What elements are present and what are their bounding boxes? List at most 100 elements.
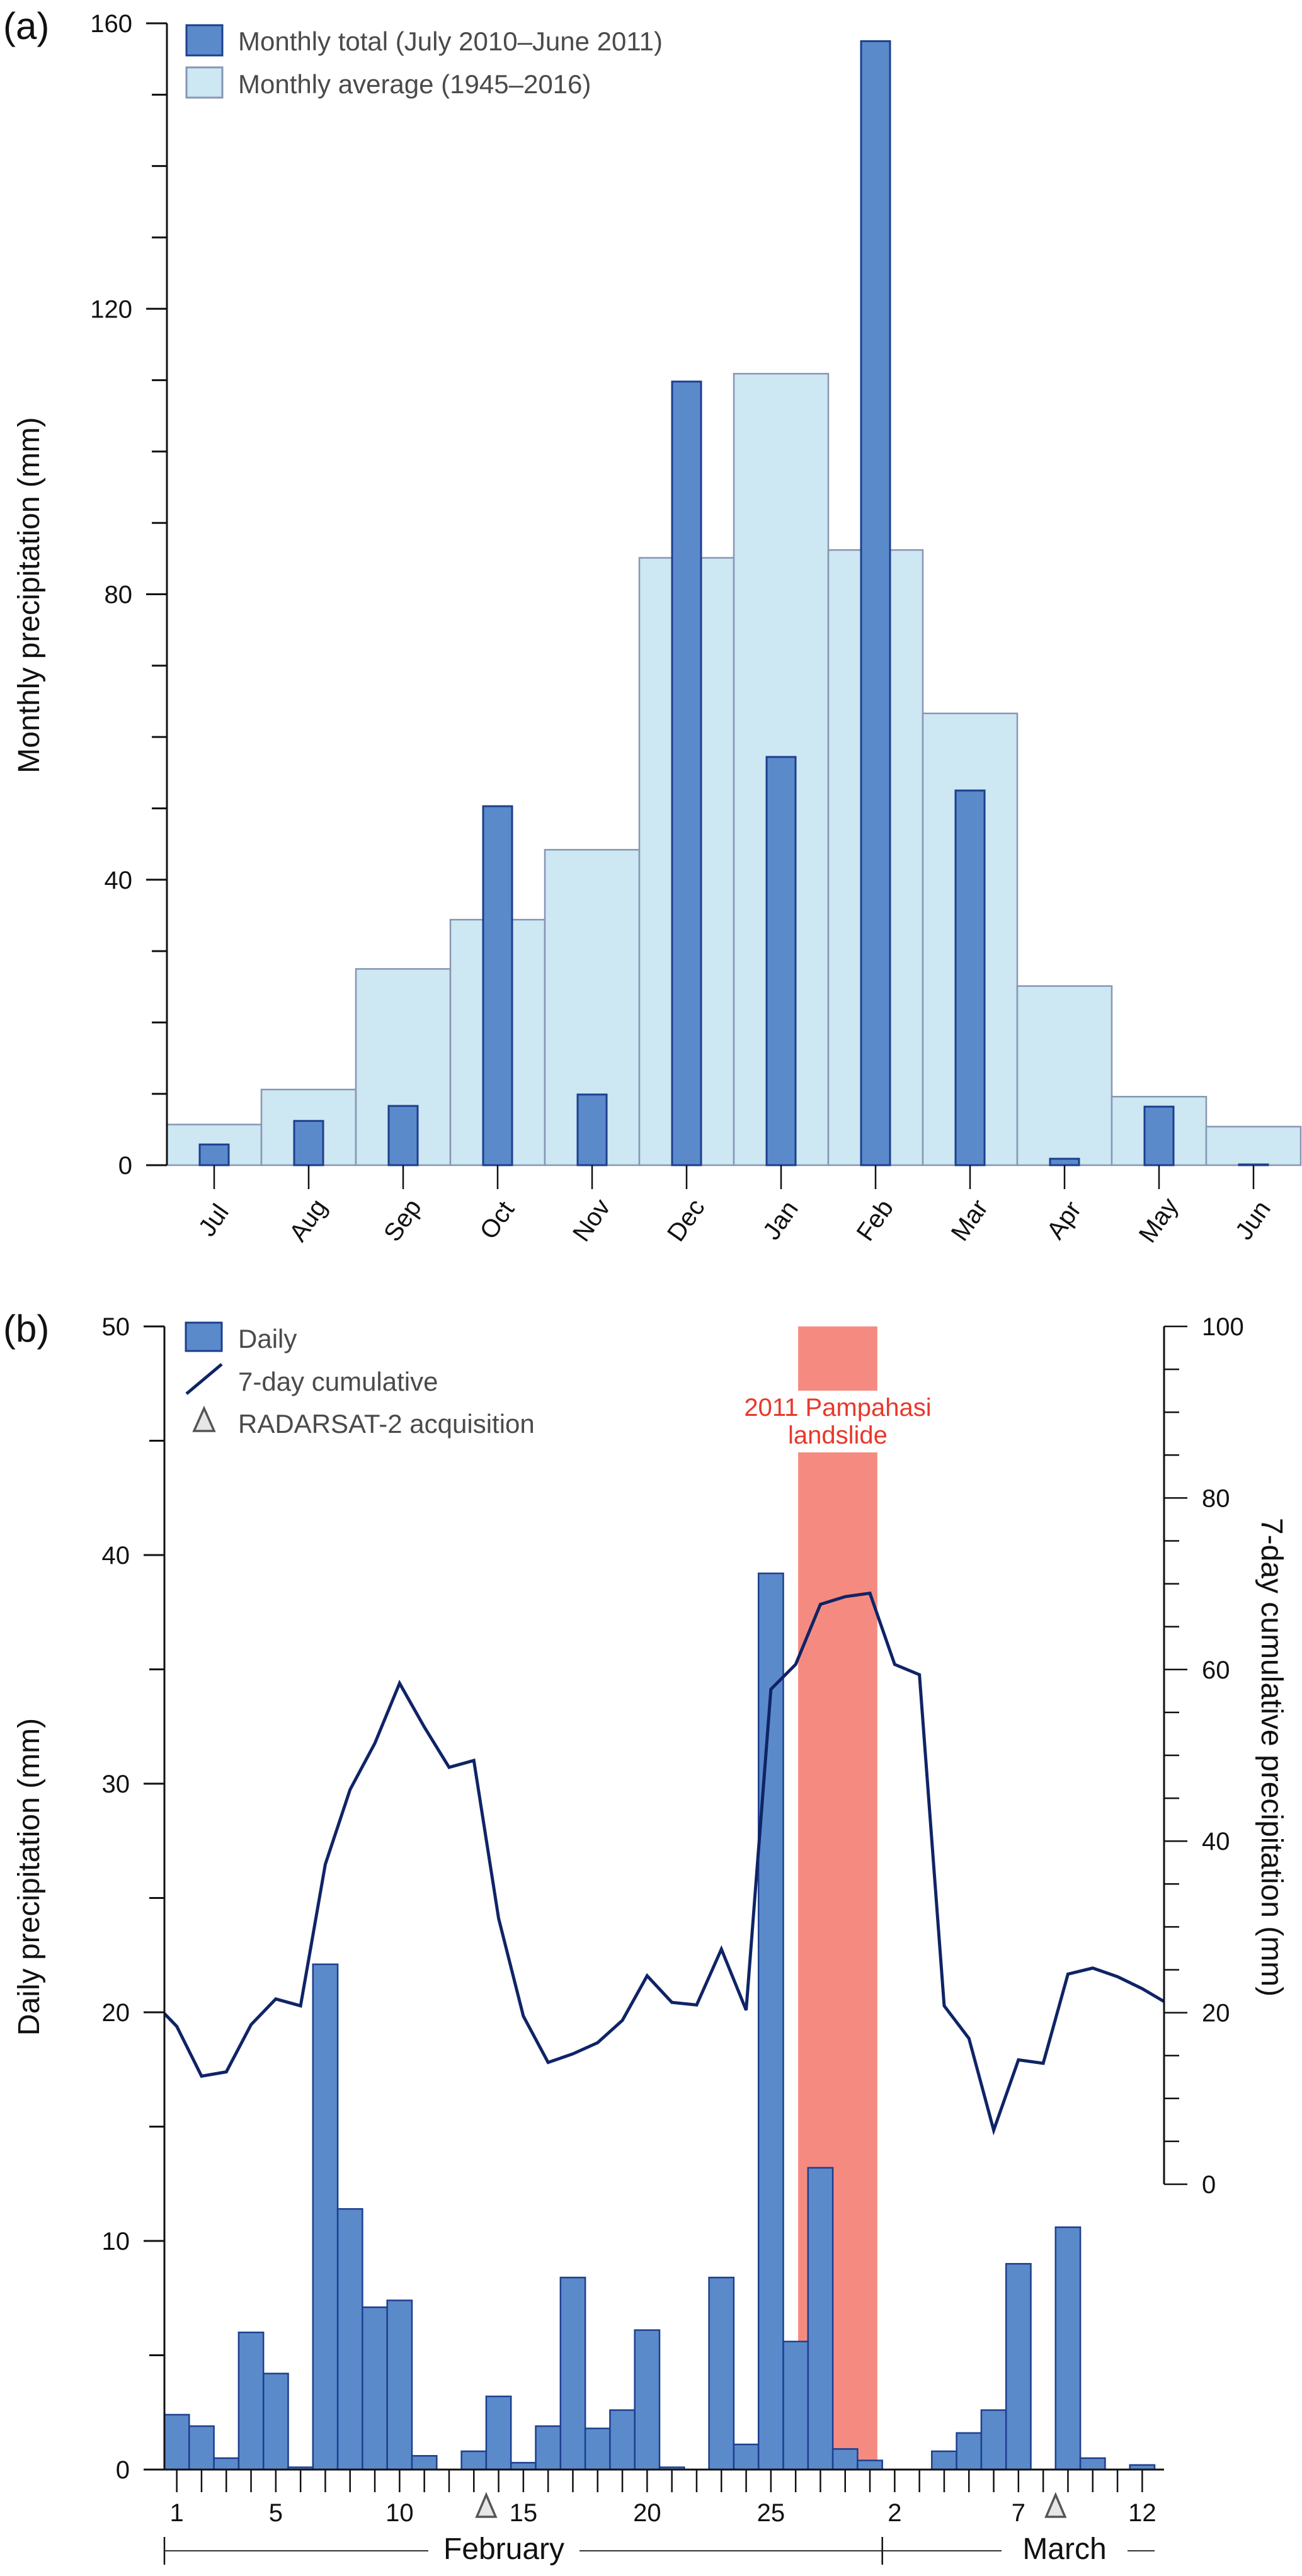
panel-b-right-tick-label: 20 [1202,2000,1230,2027]
panel-b-x-tick-label: 1 [170,2499,184,2527]
period-label-march: March [1022,2533,1106,2566]
legend-swatch-monthly-total [185,24,224,57]
daily-bar [956,2432,983,2471]
panel-b-left-axis-title: Daily precipitation (mm) [13,1718,46,2036]
month-label-feb: Feb [852,1195,899,1246]
month-label-mar: Mar [946,1195,994,1246]
panel-b-right-tick-label: 100 [1202,1313,1244,1341]
month-label-apr: Apr [1041,1196,1087,1244]
monthly-total-bars [198,40,1269,1166]
panel-b-x-tick-label: 20 [633,2499,661,2527]
panel-b-x-tick-label: 7 [1012,2499,1025,2527]
daily-bar [460,2450,488,2471]
panel-a-y-tick-label: 80 [105,581,133,609]
panel-a-y-tick-label: 160 [90,10,132,38]
daily-bar [188,2425,215,2471]
daily-bar [980,2409,1007,2471]
daily-bar [237,2331,265,2471]
panel-b-x-tick-label: 12 [1128,2499,1156,2527]
daily-bar [708,2276,735,2471]
panel-b-x-tick-label: 10 [385,2499,414,2527]
daily-bar [510,2461,537,2471]
panel-a-y-tick-label: 120 [90,295,132,323]
average-bar-sep [355,968,452,1166]
panel-b-left-tick-label: 20 [102,1999,130,2027]
panel-b-right-tick-label: 80 [1202,1485,1230,1512]
panel-b-left-tick-label: 10 [102,2228,130,2255]
period-label-february: February [443,2533,564,2566]
daily-bar [411,2454,438,2471]
month-label-may: May [1134,1193,1184,1248]
legend-label-daily: Daily [238,1324,297,1354]
panel-b-right-axis-title: 7-day cumulative precipitation (mm) [1255,1518,1288,1997]
legend-swatch-cumulative-line [185,1363,223,1395]
daily-bar [386,2300,413,2471]
legend-swatch-monthly-average [185,66,224,99]
month-label-jul: Jul [193,1199,234,1241]
panel-b-legend: Daily 7-day cumulative RADARSAT-2 acquis… [185,1321,535,1439]
total-bar-nov [576,1093,608,1166]
monthly-average-bars [166,373,1302,1166]
landslide-annotation: 2011 Pampahasi landslide [744,1394,931,1449]
radarsat-markers [475,2492,1067,2518]
average-bar-jun [1205,1126,1302,1166]
daily-bars [163,1572,1156,2471]
daily-bar [312,1963,339,2471]
annotation-line-1: 2011 Pampahasi [744,1394,931,1422]
landslide-span-upper [798,1326,877,1391]
daily-bar [733,2443,760,2471]
daily-bar [362,2306,388,2471]
daily-bar [857,2459,883,2471]
daily-bar [336,2208,363,2471]
total-bar-may [1143,1105,1175,1166]
daily-bar [262,2373,289,2471]
total-bar-apr [1049,1158,1080,1166]
daily-bar [1079,2457,1106,2471]
cumulative-line [163,1591,1165,2136]
daily-bar [1005,2263,1032,2471]
panel-b-label: (b) [3,1308,49,1350]
daily-bar [609,2409,636,2471]
average-bar-apr [1016,985,1113,1166]
daily-bar [1054,2226,1082,2471]
panel-b-left-tick-label: 40 [102,1542,130,1570]
radarsat-triangle-icon [475,2492,498,2518]
panel-b-x-tick-label: 2 [888,2499,901,2527]
month-label-dec: Dec [662,1194,711,1247]
month-label-aug: Aug [284,1194,333,1247]
daily-bar [213,2457,240,2471]
total-bar-aug [293,1120,324,1166]
total-bar-feb [860,40,891,1166]
panel-b-x-tick-label: 15 [510,2499,538,2527]
month-label-sep: Sep [379,1194,427,1247]
panel-b-right-tick-label: 60 [1202,1656,1230,1684]
legend-label-monthly-average: Monthly average (1945–2016) [238,69,591,99]
daily-bar [163,2414,190,2471]
total-bar-dec [671,380,702,1166]
panel-a-y-axis-title: Monthly precipitation (mm) [13,417,46,773]
daily-bar [634,2329,661,2471]
panel-b-right-tick-label: 40 [1202,1828,1230,1855]
daily-bar [535,2425,562,2471]
cumulative-line-path [163,1591,1165,2136]
legend-triangle-icon [192,1405,216,1432]
total-bar-mar [954,789,986,1166]
month-period-axis: February March [163,2533,1155,2566]
panel-b-x-tick-label: 25 [757,2499,785,2527]
panel-a-legend: Monthly total (July 2010–June 2011) Mont… [185,24,663,99]
legend-label-monthly-total: Monthly total (July 2010–June 2011) [238,26,663,56]
daily-bar [559,2276,586,2471]
month-label-oct: Oct [474,1196,520,1244]
panel-a-monthly-chart: (a) 0 40 80 120 160 Jul Aug Sep Oct Nov Dec Jan Feb M… [3,5,1302,1248]
daily-bar [485,2395,512,2471]
daily-bar [931,2450,957,2471]
total-bar-oct [482,805,513,1166]
daily-bar [782,2340,809,2471]
total-bar-sep [387,1105,419,1166]
month-label-nov: Nov [568,1194,616,1247]
legend-swatch-daily [185,1321,223,1352]
annotation-line-2: landslide [788,1422,888,1449]
panel-b-left-tick-label: 0 [116,2456,130,2484]
month-label-jan: Jan [758,1196,804,1245]
